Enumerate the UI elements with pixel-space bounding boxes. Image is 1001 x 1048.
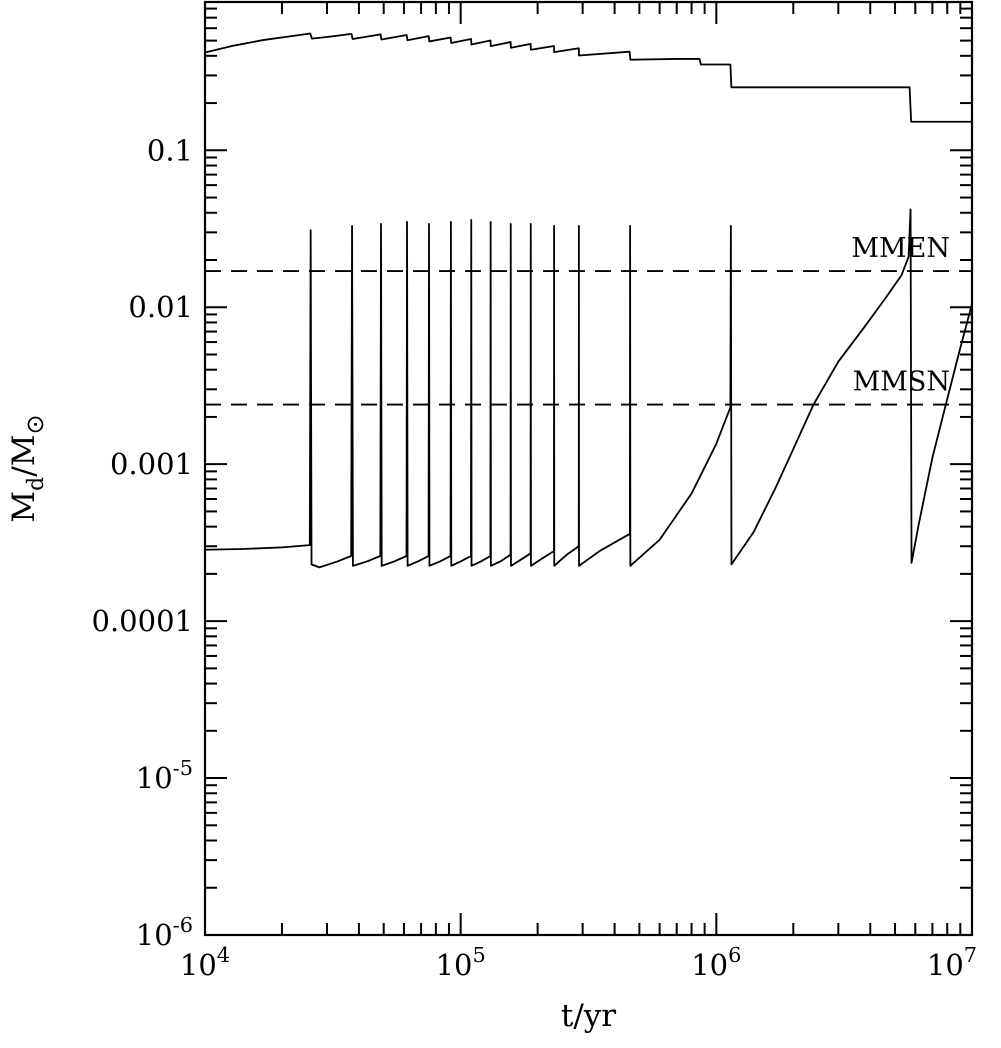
plot-frame <box>203 0 974 937</box>
x-tick-label: 105 <box>436 943 486 982</box>
x-tick-label: 107 <box>927 943 977 982</box>
y-tick-label: 10-5 <box>136 756 193 795</box>
x-axis-title: t/yr <box>561 998 616 1034</box>
mmsn-label: MMSN <box>853 367 950 398</box>
mmen-label: MMEN <box>851 233 950 264</box>
y-tick-label: 0.1 <box>147 133 193 167</box>
x-tick-label: 104 <box>180 943 230 982</box>
y-tick-label: 0.0001 <box>92 604 193 638</box>
x-tick-label: 106 <box>691 943 741 982</box>
y-tick-label: 10-6 <box>136 913 193 952</box>
disk-mass-outburst-curve <box>204 208 973 569</box>
y-axis-title: Md/M⊙ <box>6 414 49 522</box>
y-tick-label: 0.01 <box>128 290 193 324</box>
upper-total-mass-curve <box>204 32 972 123</box>
y-tick-label: 0.001 <box>110 447 193 481</box>
